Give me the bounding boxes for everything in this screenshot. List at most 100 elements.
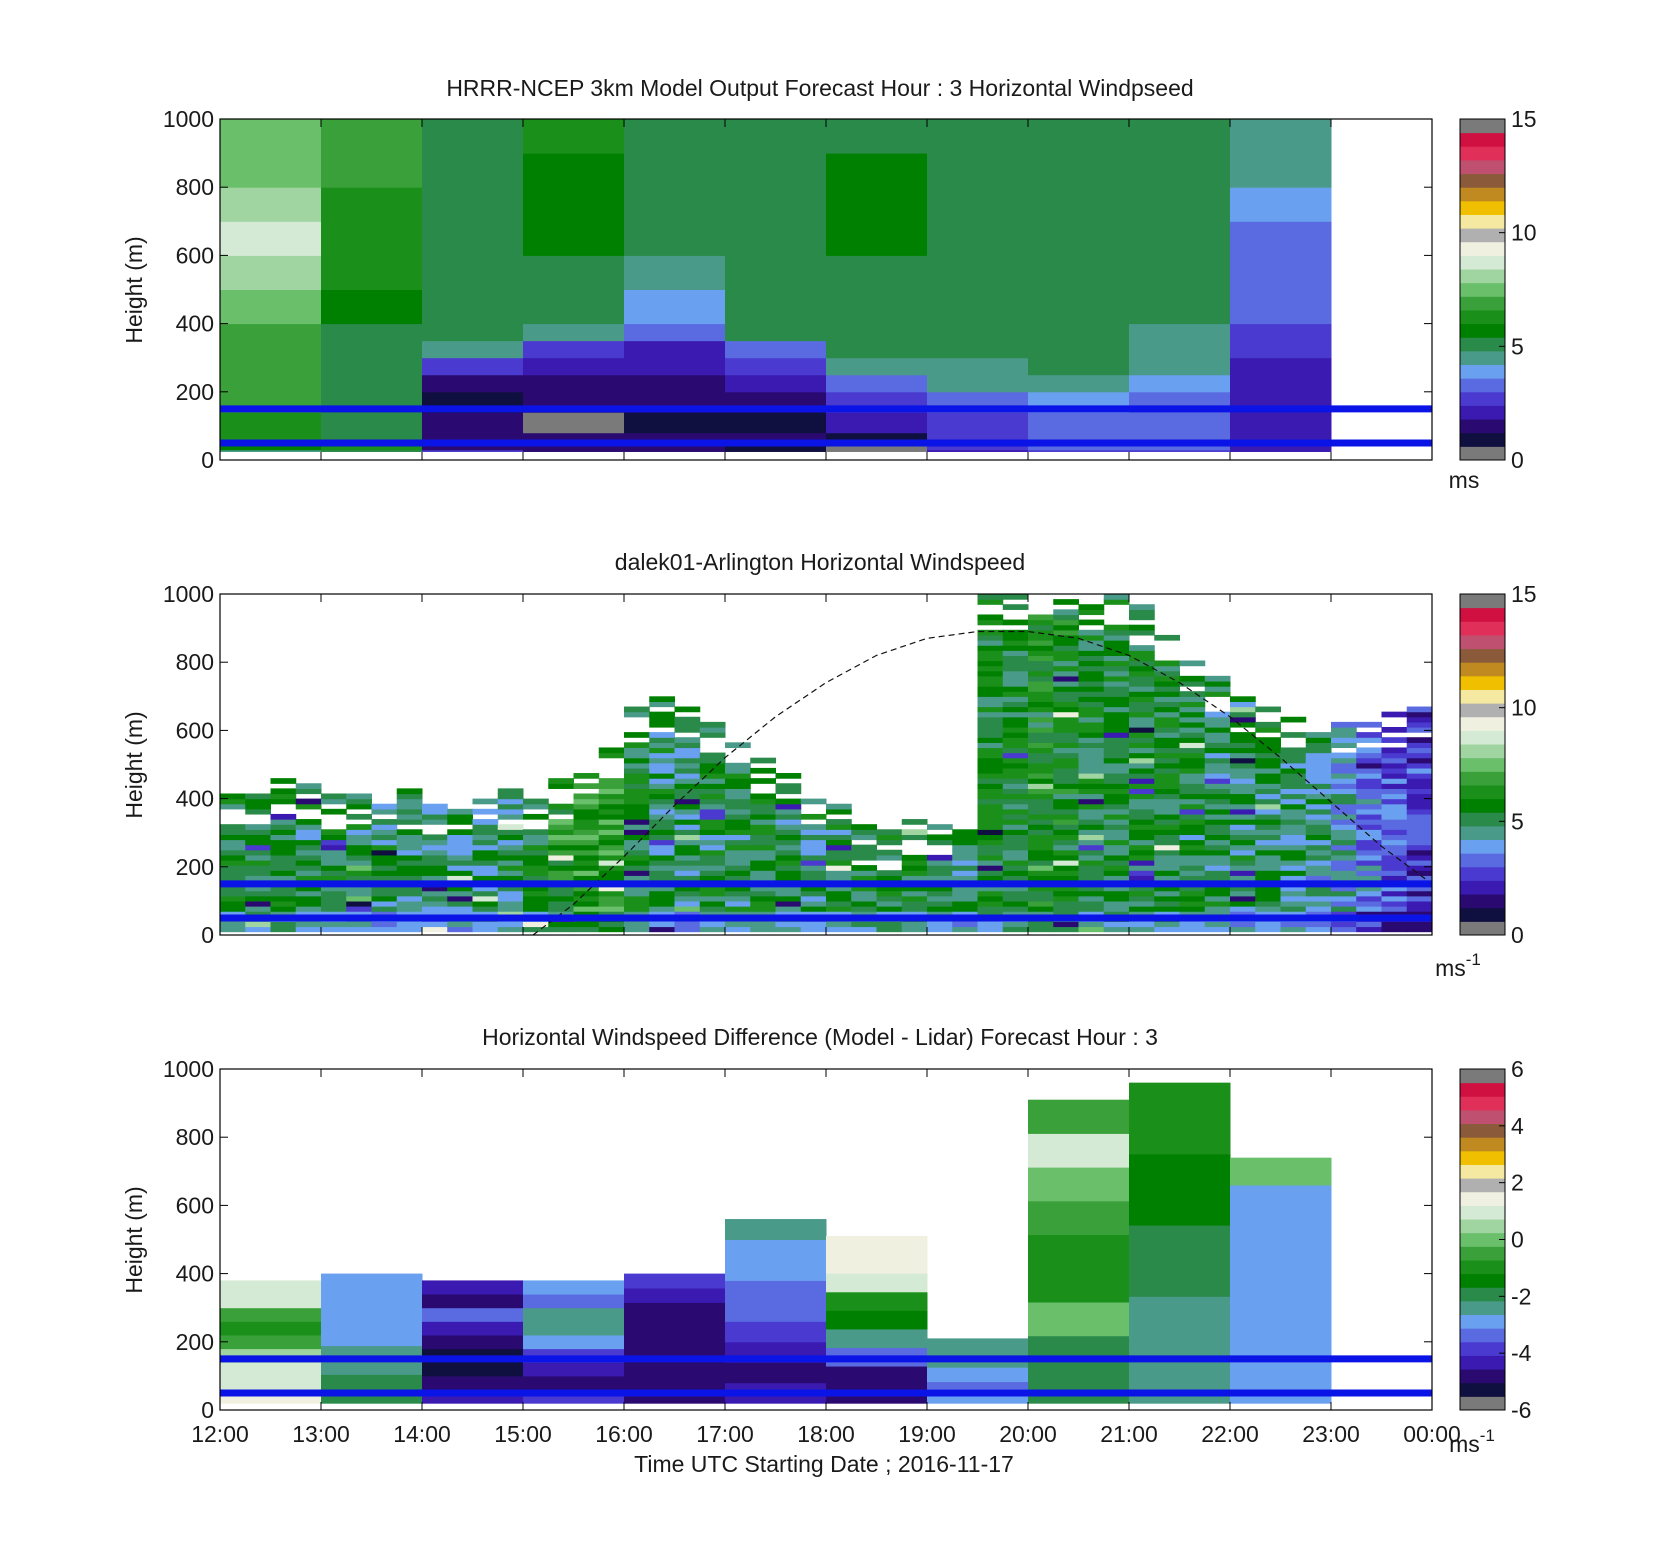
heatmap-cell [220, 798, 246, 805]
heatmap-cell [447, 849, 473, 856]
heatmap-cell [952, 849, 978, 856]
heatmap-cell [321, 895, 347, 902]
heatmap-cell [422, 153, 524, 188]
heatmap-cell [725, 1239, 827, 1261]
heatmap-cell [1331, 808, 1357, 815]
heatmap-cell [1280, 819, 1307, 825]
heatmap-cell [1103, 696, 1130, 703]
heatmap-cell [649, 926, 675, 933]
heatmap-cell [624, 783, 650, 789]
heatmap-cell [775, 839, 802, 846]
heatmap-cell [1381, 906, 1408, 912]
heatmap-cell [674, 926, 701, 933]
heatmap-cell [699, 926, 726, 933]
heatmap-cell [1305, 854, 1332, 861]
heatmap-cell [371, 906, 398, 912]
heatmap-cell [1179, 859, 1206, 866]
heatmap-cell [1028, 187, 1130, 222]
heatmap-cell [295, 819, 322, 825]
colorbar-tick-label: -6 [1511, 1397, 1531, 1423]
heatmap-cell [396, 921, 423, 928]
heatmap-cell [1255, 783, 1281, 789]
heatmap-cell [1028, 374, 1130, 393]
heatmap-cell [1381, 762, 1408, 769]
heatmap-cell [725, 119, 827, 154]
heatmap-cell [548, 921, 574, 928]
heatmap-cell [1028, 793, 1054, 800]
heatmap-cell [1028, 732, 1054, 738]
heatmap-cell [851, 875, 877, 882]
heatmap-cell [598, 778, 625, 784]
heatmap-cell [1204, 900, 1231, 907]
heatmap-cell [1230, 900, 1256, 907]
heatmap-cell [1154, 808, 1180, 815]
heatmap-cell [371, 890, 398, 897]
heatmap-cell [1381, 921, 1408, 928]
heatmap-cell [977, 716, 1004, 723]
heatmap-cell [1103, 634, 1130, 641]
heatmap-cell [1002, 834, 1029, 841]
heatmap-cell [1154, 926, 1180, 933]
heatmap-cell [497, 824, 524, 830]
heatmap-cell [371, 819, 398, 825]
colorbar-swatch [1460, 757, 1505, 772]
heatmap-cell [1129, 895, 1155, 902]
heatmap-cell [1230, 788, 1256, 795]
heatmap-cell [1280, 716, 1307, 723]
colorbar-swatch [1460, 1232, 1505, 1247]
heatmap-cell [1255, 737, 1281, 743]
heatmap-cell [649, 742, 675, 749]
heatmap-cell [1280, 762, 1307, 769]
heatmap-cell [1002, 716, 1029, 723]
heatmap-cell [270, 839, 297, 846]
heatmap-cell [1002, 865, 1029, 871]
heatmap-cell [674, 783, 701, 789]
heatmap-cell [1053, 660, 1079, 667]
heatmap-cell [548, 839, 574, 846]
heatmap-cell [1406, 773, 1433, 779]
heatmap-cell [1406, 752, 1433, 759]
heatmap-cell [1129, 645, 1155, 651]
heatmap-cell [396, 834, 423, 841]
heatmap-cell [1078, 696, 1105, 703]
heatmap-cell [1305, 808, 1332, 815]
heatmap-cell [1129, 655, 1155, 662]
heatmap-cell [1002, 732, 1029, 738]
colorbar-tick-label: 5 [1511, 808, 1524, 834]
colorbar-swatch [1460, 894, 1505, 909]
heatmap-cell [573, 895, 600, 902]
heatmap-cell [1129, 819, 1155, 825]
heatmap-cell [775, 911, 802, 917]
heatmap-cell [1053, 614, 1079, 621]
heatmap-cell [750, 834, 776, 841]
heatmap-cell [977, 767, 1004, 774]
heatmap-cell [598, 911, 625, 917]
heatmap-cell [1230, 1239, 1332, 1268]
heatmap-cell [1230, 716, 1256, 723]
heatmap-cell [1078, 906, 1105, 912]
heatmap-cell [1381, 900, 1408, 907]
heatmap-cell [220, 803, 246, 810]
heatmap-cell [548, 870, 574, 876]
heatmap-cell [220, 221, 322, 256]
heatmap-cell [270, 865, 297, 871]
colorbar-tick-label: 0 [1511, 1227, 1524, 1253]
heatmap-cell [1053, 732, 1079, 738]
heatmap-cell [1002, 890, 1029, 897]
heatmap-cell [1230, 752, 1256, 759]
heatmap-cell [1129, 675, 1155, 682]
y-tick-label: 0 [201, 447, 214, 473]
heatmap-cell [1331, 926, 1357, 933]
heatmap-cell [977, 696, 1004, 703]
heatmap-cell [1103, 721, 1130, 728]
heatmap-cell [826, 1328, 928, 1348]
heatmap-cell [1002, 762, 1029, 769]
heatmap-cell [1129, 829, 1155, 836]
heatmap-cell [1204, 788, 1231, 795]
heatmap-cell [573, 921, 600, 928]
heatmap-cell [1078, 849, 1105, 856]
heatmap-cell [876, 890, 903, 897]
heatmap-cell [1280, 813, 1307, 820]
heatmap-cell [1053, 783, 1079, 789]
heatmap-cell [1179, 900, 1206, 907]
